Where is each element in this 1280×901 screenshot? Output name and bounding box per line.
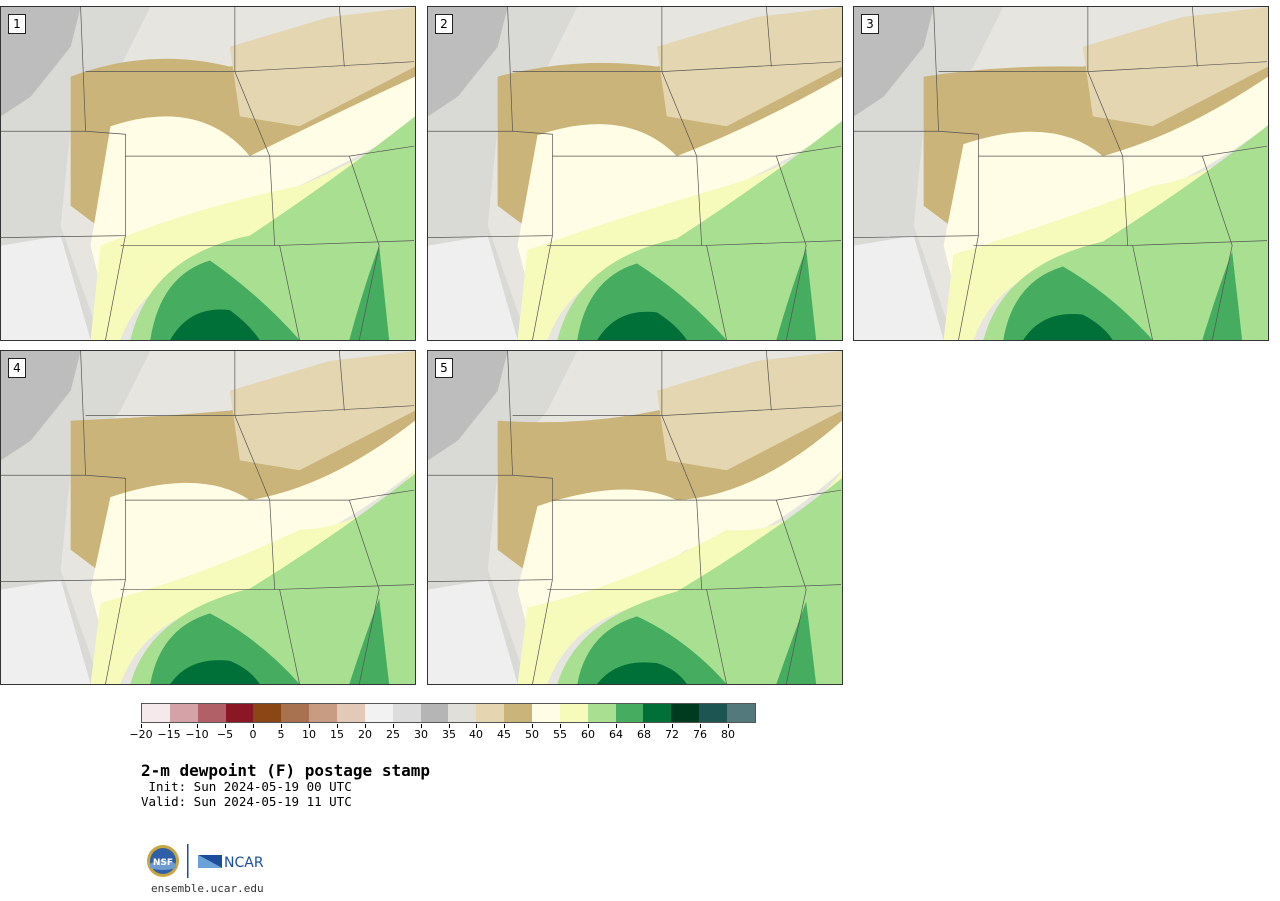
colorbar-tick <box>253 724 254 728</box>
colorbar-tick-label: 25 <box>386 728 400 741</box>
colorbar-tick <box>197 724 198 728</box>
site-url: ensemble.ucar.edu <box>151 882 264 895</box>
colorbar-tick-label: 45 <box>497 728 511 741</box>
colorbar-tick-label: 80 <box>721 728 735 741</box>
colorbar-swatch <box>169 704 198 722</box>
nsf-logo: NSF <box>147 845 179 877</box>
dewpoint-field <box>854 7 1268 340</box>
colorbar-tick <box>365 724 366 728</box>
colorbar-tick-label: −20 <box>129 728 153 741</box>
colorbar-tick <box>644 724 645 728</box>
figure-title: 2-m dewpoint (F) postage stamp <box>141 761 430 780</box>
colorbar-swatch <box>504 704 533 722</box>
dewpoint-field <box>428 351 842 684</box>
colorbar-tick-label: 35 <box>442 728 456 741</box>
dewpoint-field <box>1 351 415 684</box>
colorbar-tick <box>504 724 505 728</box>
colorbar-tick <box>393 724 394 728</box>
member-number-label: 5 <box>435 358 453 378</box>
colorbar-tick <box>421 724 422 728</box>
ncar-logo: NCAR <box>198 855 264 871</box>
dewpoint-field <box>1 7 415 340</box>
colorbar-tick <box>337 724 338 728</box>
nsf-logo-text: NSF <box>153 858 173 868</box>
ensemble-member-map-1: 1 <box>0 6 416 341</box>
colorbar-tick-label: 50 <box>525 728 539 741</box>
colorbar-swatch <box>392 704 421 722</box>
colorbar-swatch <box>448 704 477 722</box>
colorbar-swatch <box>532 704 560 722</box>
colorbar-swatch <box>615 704 644 722</box>
colorbar-swatch <box>587 704 616 722</box>
colorbar-swatch <box>643 704 672 722</box>
colorbar-tick-label: 15 <box>330 728 344 741</box>
colorbar-tick-label: 72 <box>665 728 679 741</box>
colorbar-tick <box>728 724 729 728</box>
colorbar-tick <box>700 724 701 728</box>
colorbar-swatch <box>727 704 755 722</box>
valid-time: Valid: Sun 2024-05-19 11 UTC <box>141 794 352 809</box>
colorbar-tick-label: 5 <box>277 728 285 741</box>
colorbar-tick-labels: −20 −15 −10 −5 0 5 10 15 20 25 30 35 40 45 50 55 60 64 68 7… <box>129 724 756 744</box>
colorbar-tick <box>476 724 477 728</box>
colorbar-swatch <box>337 704 365 722</box>
colorbar-tick <box>560 724 561 728</box>
colorbar-tick <box>309 724 310 728</box>
colorbar-swatch <box>253 704 282 722</box>
colorbar-tick <box>141 724 142 728</box>
member-number-label: 3 <box>861 14 879 34</box>
colorbar-tick <box>169 724 170 728</box>
ensemble-member-map-5: 5 <box>427 350 843 685</box>
colorbar-swatch <box>559 704 588 722</box>
colorbar-tick-label: 55 <box>553 728 567 741</box>
colorbar-tick-label: 68 <box>637 728 651 741</box>
colorbar-swatch <box>281 704 310 722</box>
ncar-logo-text: NCAR <box>224 855 264 871</box>
colorbar-swatch <box>476 704 505 722</box>
colorbar-tick <box>225 724 226 728</box>
dewpoint-colorbar <box>141 703 756 723</box>
member-number-label: 2 <box>435 14 453 34</box>
colorbar-tick-label: 76 <box>693 728 707 741</box>
colorbar-tick-label: 0 <box>249 728 257 741</box>
member-number-label: 4 <box>8 358 26 378</box>
colorbar-tick-label: 40 <box>469 728 483 741</box>
colorbar-tick-label: −10 <box>185 728 209 741</box>
colorbar-tick-label: 10 <box>302 728 316 741</box>
colorbar-tick-label: −5 <box>216 728 234 741</box>
colorbar-tick-label: 60 <box>581 728 595 741</box>
colorbar-swatch <box>420 704 449 722</box>
nsf-ncar-logos: NSF NCAR <box>147 844 264 878</box>
colorbar-tick-label: −15 <box>157 728 181 741</box>
colorbar-tick <box>281 724 282 728</box>
colorbar-tick <box>449 724 450 728</box>
colorbar-tick-label: 64 <box>609 728 623 741</box>
colorbar-swatch <box>142 704 170 722</box>
dewpoint-field <box>428 7 842 340</box>
colorbar-swatch <box>225 704 254 722</box>
colorbar-tick <box>588 724 589 728</box>
colorbar-swatch <box>197 704 226 722</box>
colorbar-swatch <box>364 704 393 722</box>
colorbar-swatch <box>671 704 700 722</box>
colorbar-tick <box>672 724 673 728</box>
colorbar-tick-label: 20 <box>358 728 372 741</box>
ensemble-member-map-2: 2 <box>427 6 843 341</box>
ensemble-member-map-3: 3 <box>853 6 1269 341</box>
member-number-label: 1 <box>8 14 26 34</box>
init-time: Init: Sun 2024-05-19 00 UTC <box>141 779 352 794</box>
colorbar-swatch <box>309 704 338 722</box>
colorbar-swatch <box>699 704 728 722</box>
colorbar-tick <box>616 724 617 728</box>
ensemble-member-map-4: 4 <box>0 350 416 685</box>
colorbar-tick-label: 30 <box>414 728 428 741</box>
colorbar-tick <box>532 724 533 728</box>
